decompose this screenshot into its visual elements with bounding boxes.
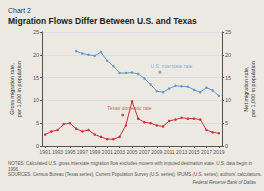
svg-text:Net migration rate,: Net migration rate, [243, 66, 249, 112]
svg-text:1999: 1999 [89, 149, 100, 155]
svg-text:5: 5 [225, 120, 228, 126]
svg-text:1991: 1991 [40, 149, 51, 155]
svg-text:2015: 2015 [188, 149, 199, 155]
svg-text:0: 0 [225, 143, 228, 149]
svg-text:5: 5 [36, 120, 39, 126]
svg-text:15: 15 [225, 75, 231, 81]
svg-text:2009: 2009 [151, 149, 162, 155]
svg-text:2007: 2007 [139, 149, 150, 155]
svg-text:25: 25 [225, 29, 231, 35]
svg-text:10: 10 [33, 97, 39, 103]
svg-text:1997: 1997 [77, 149, 88, 155]
svg-text:1996.: 1996. [8, 167, 19, 172]
svg-text:1995: 1995 [64, 149, 75, 155]
svg-text:Chart 2: Chart 2 [8, 7, 31, 14]
svg-text:2017: 2017 [201, 149, 212, 155]
svg-text:Gross migration rate,: Gross migration rate, [9, 63, 15, 115]
svg-text:1993: 1993 [52, 149, 63, 155]
svg-text:2011: 2011 [164, 149, 175, 155]
svg-text:U.S. interstate rate: U.S. interstate rate [151, 63, 193, 69]
svg-text:2003: 2003 [114, 149, 125, 155]
svg-text:20: 20 [225, 52, 231, 58]
svg-text:2019: 2019 [213, 149, 224, 155]
svg-text:Federal Reserve Bank of Dallas: Federal Reserve Bank of Dallas [192, 180, 256, 185]
svg-text:10: 10 [225, 97, 231, 103]
svg-text:2001: 2001 [102, 149, 113, 155]
svg-text:Texas domestic rate: Texas domestic rate [107, 104, 152, 111]
svg-text:NOTES: Calculated U.S. gross i: NOTES: Calculated U.S. gross interstate … [8, 161, 253, 166]
svg-text:20: 20 [33, 52, 39, 58]
svg-text:0: 0 [36, 143, 39, 149]
svg-text:25: 25 [33, 29, 39, 35]
svg-text:per 1,000 in population: per 1,000 in population [250, 61, 256, 117]
svg-text:2013: 2013 [176, 149, 187, 155]
svg-text:per 1,000 in population: per 1,000 in population [16, 61, 22, 117]
svg-text:2005: 2005 [126, 149, 137, 155]
svg-text:SOURCES: Census Bureau (Texas: SOURCES: Census Bureau (Texas series); C… [8, 172, 262, 177]
svg-text:Migration Flows Differ Between: Migration Flows Differ Between U.S. and … [8, 16, 197, 26]
svg-text:15: 15 [33, 75, 39, 81]
